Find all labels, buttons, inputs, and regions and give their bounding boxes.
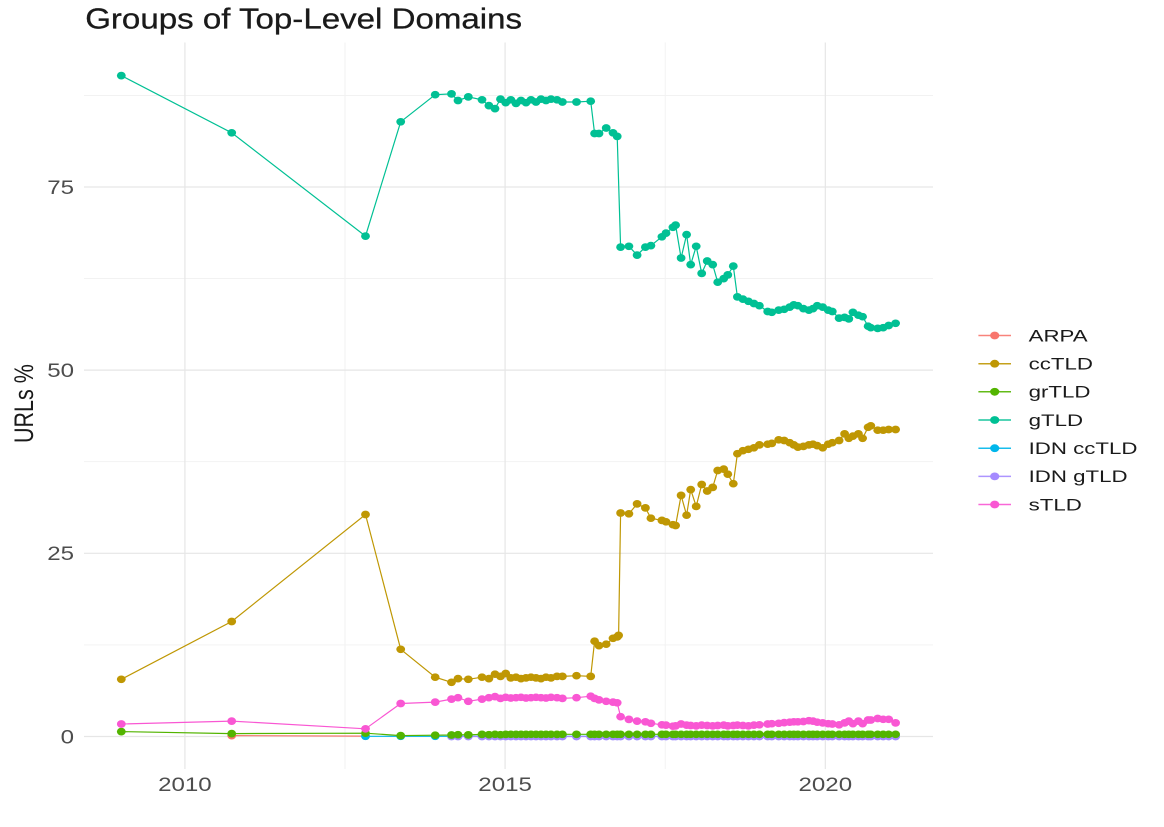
svg-text:IDN ccTLD: IDN ccTLD [1029, 440, 1138, 459]
svg-text:grTLD: grTLD [1029, 383, 1091, 402]
svg-text:2010: 2010 [158, 773, 212, 795]
svg-text:25: 25 [47, 542, 74, 564]
svg-text:2015: 2015 [478, 773, 532, 795]
svg-text:75: 75 [47, 176, 74, 198]
svg-text:gTLD: gTLD [1029, 412, 1083, 431]
svg-text:0: 0 [61, 725, 74, 747]
svg-text:ccTLD: ccTLD [1029, 355, 1093, 374]
svg-text:2020: 2020 [799, 773, 853, 795]
svg-text:50: 50 [47, 359, 74, 381]
svg-text:Groups of Top-Level Domains: Groups of Top-Level Domains [85, 3, 522, 35]
svg-text:URLs %: URLs % [10, 364, 40, 443]
svg-text:ARPA: ARPA [1029, 327, 1089, 346]
svg-text:IDN gTLD: IDN gTLD [1029, 468, 1128, 487]
svg-text:sTLD: sTLD [1029, 496, 1082, 515]
